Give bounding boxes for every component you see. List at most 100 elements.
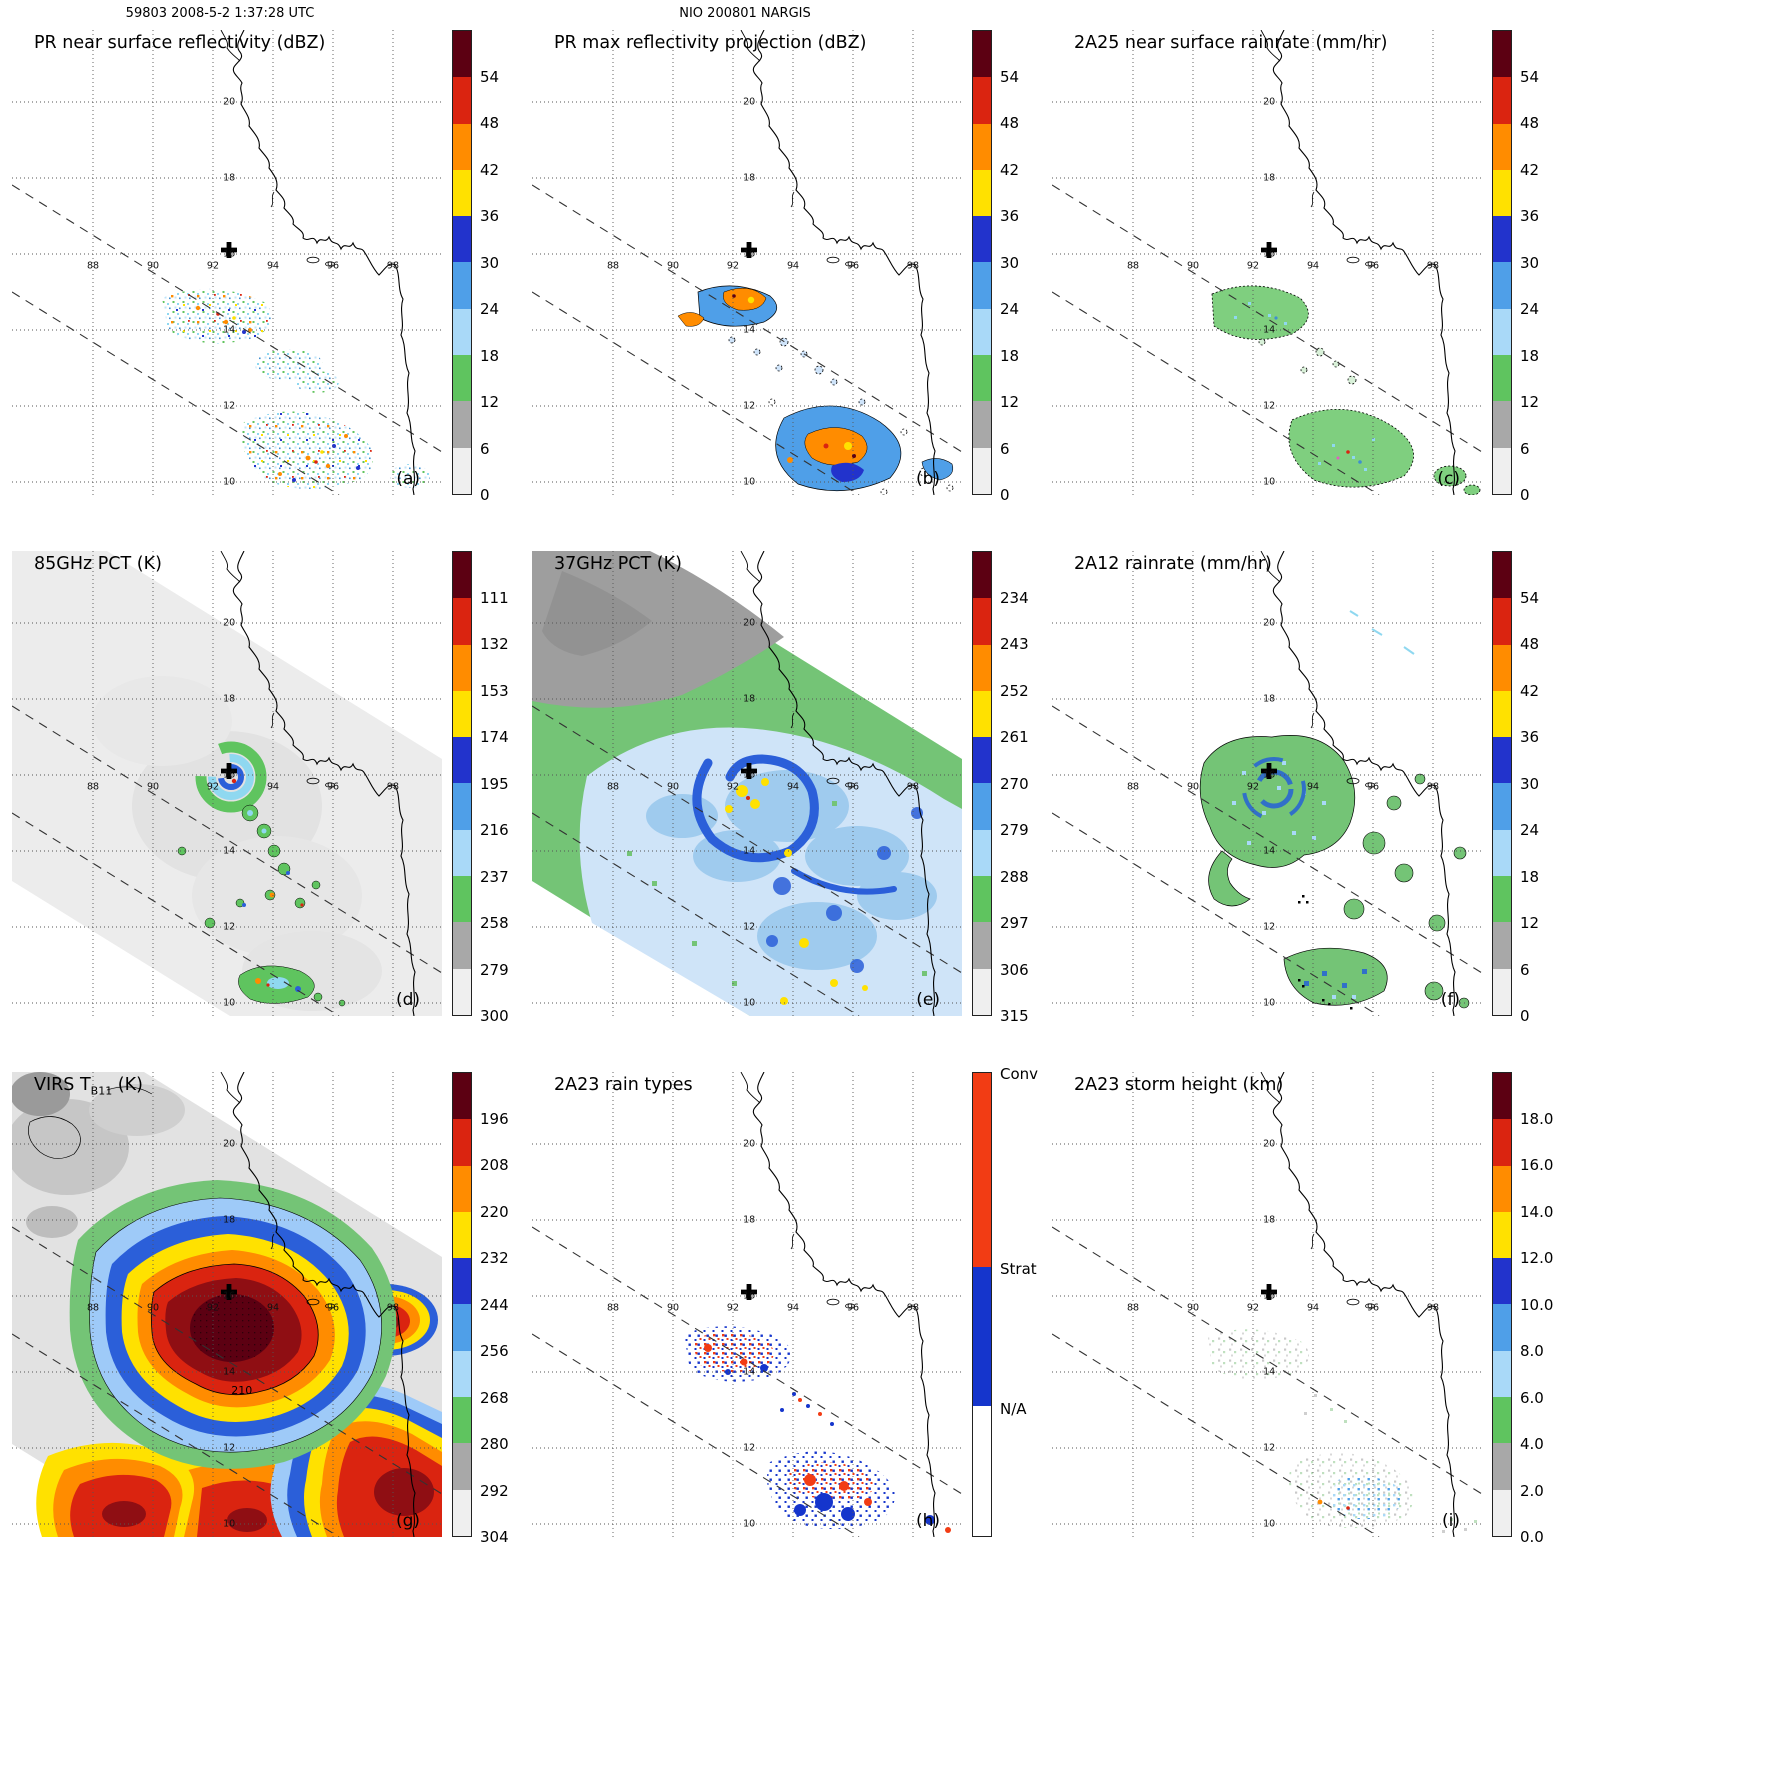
- colorbar-tick-label: 292: [480, 1481, 509, 1500]
- pr-max-reflectivity-data: [677, 285, 954, 495]
- colorbar-segment: [453, 355, 471, 402]
- colorbar-tick-label: 304: [480, 1528, 509, 1546]
- map-canvas-i: [1052, 1072, 1482, 1537]
- colorbar-tick-label: 30: [480, 253, 500, 272]
- panel-title: 2A25 near surface rainrate (mm/hr): [1074, 33, 1388, 53]
- colorbar-segment: [973, 123, 991, 170]
- colorbar-segment: [453, 1443, 471, 1490]
- colorbar-tick-label: 18.0: [1520, 1109, 1554, 1128]
- colorbar-tick-label: 54: [1520, 588, 1540, 607]
- map-e: 88 90 92 94 96 98 20 18 16 14 12 10 37GHz PCT (K) (…: [532, 551, 962, 1016]
- map-canvas-f: [1052, 551, 1482, 1016]
- colorbar-segment: [1493, 447, 1511, 494]
- colorbar-tick-label: 280: [480, 1435, 509, 1453]
- colorbar-segment: [453, 783, 471, 830]
- colorbar-a: 54 48 42 36 30 24 18 12 6 0: [452, 30, 522, 504]
- map-a: 88 90 92 94 96 98 20 18 16 14 12 10 PR near surface…: [12, 30, 442, 495]
- map-c: 88 90 92 94 96 98 20 18 16 14 12 10 2A25 near surfa…: [1052, 30, 1482, 495]
- colorbar-segment: [1493, 1489, 1511, 1536]
- colorbar-category-label: N/A: [1000, 1399, 1027, 1418]
- colorbar-tick-label: 12: [1520, 914, 1540, 932]
- colorbar-segment: [1493, 1258, 1511, 1305]
- colorbar-tick-label: 261: [1000, 728, 1029, 746]
- colorbar-tick-label: 0: [1520, 486, 1530, 504]
- map-canvas-a: [12, 30, 442, 495]
- colorbar-segment: [453, 216, 471, 263]
- colorbar-segment: [1493, 876, 1511, 923]
- colorbar-tick-label: 48: [1000, 114, 1020, 132]
- colorbar-i: 18.0 16.0 14.0 12.0 10.0 8.0 6.0 4.0 2.0 0.0: [1492, 1072, 1562, 1546]
- colorbar-segment: [453, 123, 471, 170]
- colorbar-segment: [1493, 401, 1511, 448]
- colorbar-segment: [1493, 1304, 1511, 1351]
- rain-types-data: [684, 1326, 951, 1533]
- panel-letter: (d): [395, 990, 420, 1010]
- map-g: 88 90 92 94 96 98 20 18 16 14 12 10 VIRS TB11 (K) 2…: [12, 1072, 442, 1537]
- map-canvas-c: [1052, 30, 1482, 495]
- colorbar-segment: [453, 737, 471, 784]
- colorbar-tick-label: 54: [1520, 67, 1540, 86]
- colorbar-segment: [453, 968, 471, 1015]
- colorbar-tick-label: 243: [1000, 635, 1029, 653]
- panel-letter: (i): [1442, 1511, 1460, 1531]
- colorbar-tick-label: 36: [480, 207, 500, 225]
- colorbar-tick-label: 195: [480, 774, 509, 793]
- colorbar-segment: [1493, 829, 1511, 877]
- colorbar-tick-label: 12: [1520, 393, 1540, 411]
- colorbar-segment: [453, 552, 471, 599]
- panel-c: 88 90 92 94 96 98 20 18 16 14 12 10 2A25 near surfa…: [1044, 26, 1564, 547]
- colorbar-tick-label: 0: [1000, 486, 1010, 504]
- colorbar-tick-label: 6: [1000, 439, 1010, 458]
- colorbar-tick-label: 268: [480, 1388, 509, 1407]
- colorbar-segment: [1493, 77, 1511, 124]
- colorbar-tick-label: 174: [480, 728, 509, 746]
- colorbar-tick-label: 12: [1000, 393, 1020, 411]
- colorbar-tick-label: 6.0: [1520, 1388, 1544, 1407]
- colorbar-segment: [1493, 968, 1511, 1015]
- colorbar-segment: [1493, 1119, 1511, 1166]
- colorbar-segment: [1493, 216, 1511, 263]
- colorbar-segment: [453, 1258, 471, 1305]
- colorbar-segment: [973, 922, 991, 969]
- panel-title: 2A12 rainrate (mm/hr): [1074, 554, 1272, 574]
- colorbar-tick-label: 48: [1520, 635, 1540, 653]
- colorbar-segment: [1493, 1073, 1511, 1120]
- colorbar-segment: [973, 1267, 991, 1407]
- panel-e: 88 90 92 94 96 98 20 18 16 14 12 10 37GHz PCT (K) (…: [524, 547, 1044, 1068]
- colorbar-segment: [1493, 123, 1511, 170]
- colorbar-segment: [973, 968, 991, 1015]
- colorbar-segment: [973, 401, 991, 448]
- colorbar-segment: [1493, 737, 1511, 784]
- colorbar-tick-label: 4.0: [1520, 1435, 1544, 1453]
- colorbar-f: 54 48 42 36 30 24 18 12 6 0: [1492, 551, 1562, 1025]
- colorbar-tick-label: 36: [1520, 207, 1540, 225]
- colorbar-segment: [973, 690, 991, 738]
- colorbar-tick-label: 300: [480, 1007, 509, 1025]
- colorbar-tick-label: 18: [1520, 867, 1540, 886]
- colorbar-segment: [1493, 922, 1511, 969]
- colorbar-tick-label: 216: [480, 821, 509, 839]
- colorbar-tick-label: 8.0: [1520, 1342, 1544, 1360]
- panel-title: 85GHz PCT (K): [34, 554, 162, 574]
- colorbar-tick-label: 2.0: [1520, 1481, 1544, 1500]
- colorbar-segment: [453, 598, 471, 645]
- panel-title: PR max reflectivity projection (dBZ): [554, 33, 867, 53]
- panel-letter: (h): [915, 1511, 940, 1531]
- colorbar-segment: [973, 355, 991, 402]
- colorbar-segment: [1493, 598, 1511, 645]
- colorbar-tick-label: 24: [1000, 300, 1020, 318]
- colorbar-tick-label: 18: [1000, 346, 1020, 365]
- colorbar-segment: [973, 31, 991, 78]
- colorbar-tick-label: 42: [1000, 160, 1020, 179]
- colorbar-tick-label: 6: [480, 439, 490, 458]
- virs-tb11-data: [12, 1072, 442, 1537]
- colorbar-b: 54 48 42 36 30 24 18 12 6 0: [972, 30, 1042, 504]
- colorbar-tick-label: 111: [480, 588, 509, 607]
- colorbar-segment: [1493, 1350, 1511, 1398]
- colorbar-segment: [973, 308, 991, 356]
- colorbar-segment: [973, 598, 991, 645]
- colorbar-tick-label: 232: [480, 1249, 509, 1267]
- colorbar-segment: [453, 169, 471, 217]
- colorbar-segment: [453, 1304, 471, 1351]
- colorbar-tick-label: 0: [480, 486, 490, 504]
